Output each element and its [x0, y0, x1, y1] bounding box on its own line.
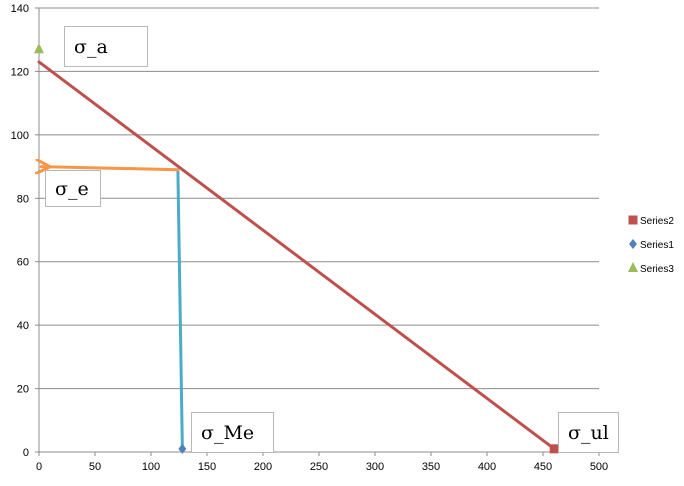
annotation-box-sigma_ul — [558, 412, 619, 453]
gridlines — [39, 7, 599, 390]
legend-label-series3: Series3 — [640, 264, 674, 275]
legend-label-series2: Series2 — [640, 216, 674, 227]
annotations: σ_a σ_e σ_Me σ_ul — [45, 26, 619, 453]
y-tick-label-120: 120 — [11, 66, 29, 78]
x-tick-label-350: 350 — [422, 461, 440, 473]
x-tick-label-200: 200 — [254, 461, 272, 473]
annotation-sigma_e: σ_e — [55, 178, 89, 200]
y-tick-label-80: 80 — [17, 193, 29, 205]
annotation-sigma_me: σ_Me — [201, 422, 254, 444]
x-tick-label-450: 450 — [534, 461, 552, 473]
tick-labels: 0 20 40 60 80 100 120 140 0 50 100 150 200 250 300 350 4… — [11, 3, 609, 473]
x-tick-label-300: 300 — [366, 461, 384, 473]
y-tick-label-0: 0 — [23, 447, 29, 459]
x-tick-label-250: 250 — [310, 461, 328, 473]
vertical-drop — [176, 168, 184, 451]
annotation-box-sigma_a — [64, 26, 148, 67]
x-tick-label-400: 400 — [478, 461, 496, 473]
annotation-box-sigma_e — [45, 170, 101, 207]
legend-label-series1: Series1 — [640, 240, 674, 251]
annotation-sigma_a: σ_a — [74, 36, 108, 58]
x-tick-label-500: 500 — [590, 461, 608, 473]
legend: Series2 Series1 Series3 — [628, 215, 674, 275]
data-points — [34, 43, 559, 454]
point-series2-0 — [549, 444, 559, 454]
axes — [35, 7, 600, 456]
y-tick-label-60: 60 — [17, 257, 29, 269]
y-tick-label-100: 100 — [11, 130, 29, 142]
chart-lines — [37, 60, 556, 451]
point-series1-0 — [178, 443, 187, 454]
failure-line — [37, 60, 556, 451]
x-tick-label-0: 0 — [36, 461, 42, 473]
annotation-sigma_ul: σ_ul — [568, 422, 609, 444]
legend-marker-series2 — [628, 215, 638, 225]
y-tick-label-20: 20 — [17, 384, 29, 396]
annotation-box-sigma_me — [191, 412, 274, 453]
x-tick-label-50: 50 — [89, 461, 101, 473]
x-tick-label-150: 150 — [198, 461, 216, 473]
point-series3-0 — [34, 43, 44, 54]
horizontal-arrow — [41, 167, 180, 170]
x-tick-label-100: 100 — [142, 461, 160, 473]
legend-marker-series1 — [629, 239, 637, 249]
y-tick-label-40: 40 — [17, 320, 29, 332]
y-tick-label-140: 140 — [11, 3, 29, 15]
legend-marker-series3 — [628, 262, 638, 272]
